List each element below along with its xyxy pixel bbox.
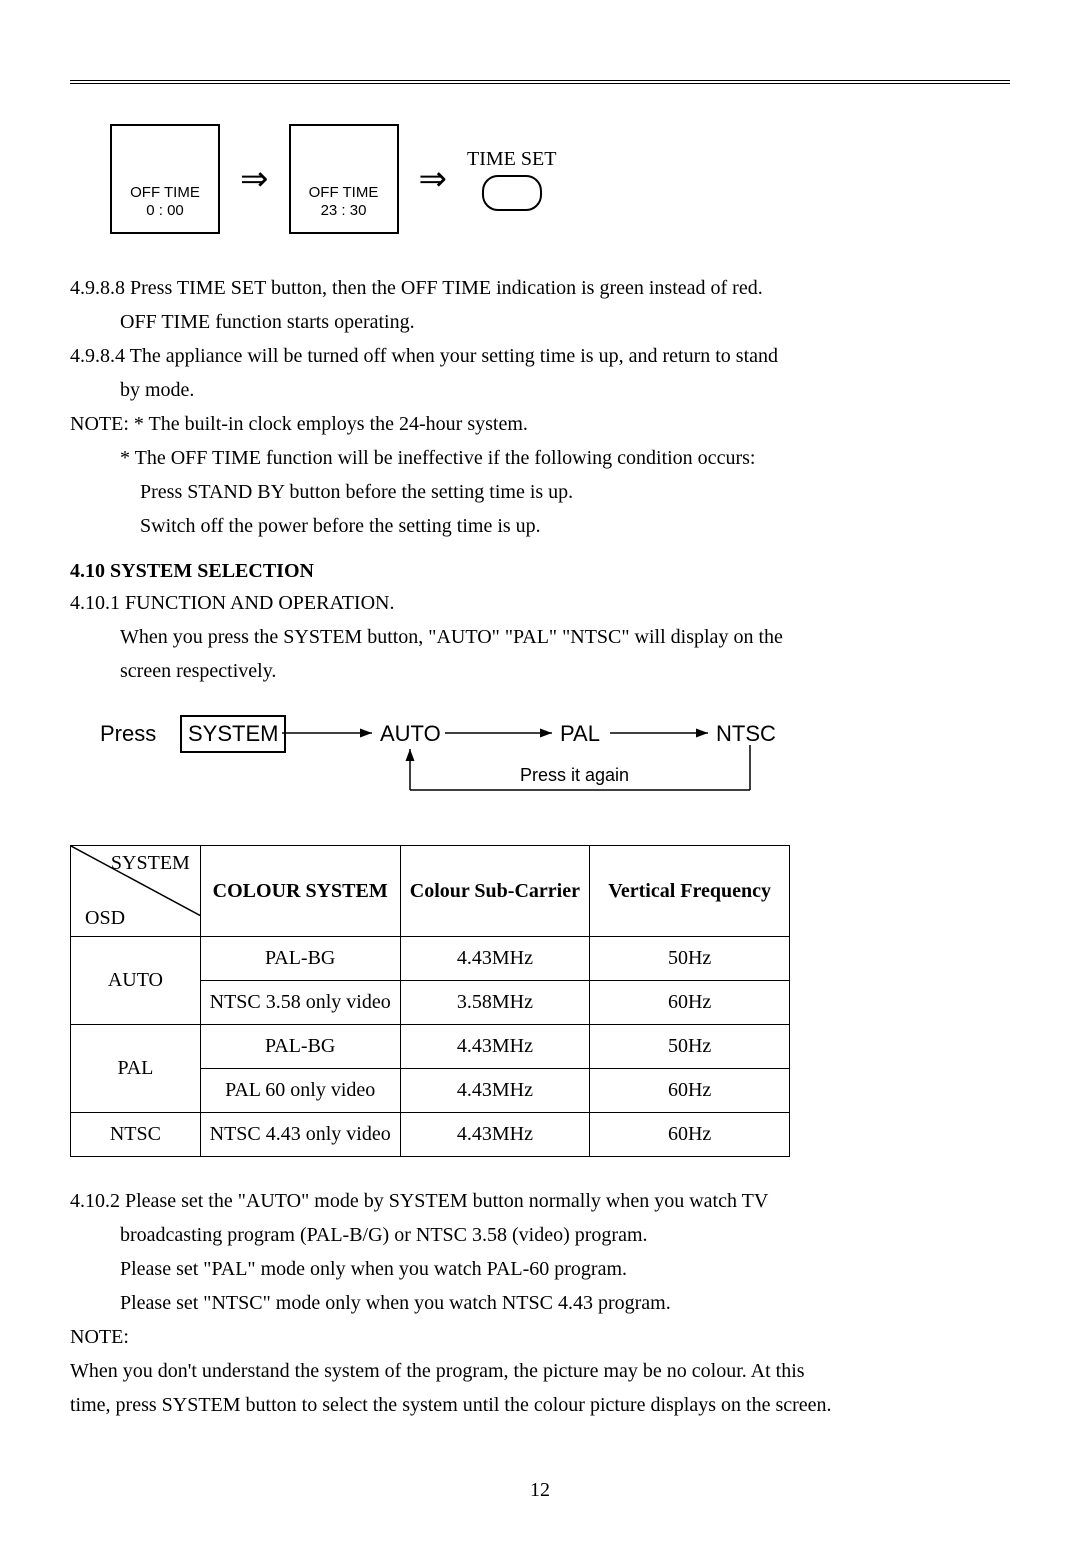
osd-cell: AUTO (71, 937, 201, 1025)
para-4988b: OFF TIME function starts operating. (70, 308, 1010, 336)
box1-line1: OFF TIME (130, 184, 200, 202)
cell: 60Hz (590, 1113, 790, 1157)
col-header: COLOUR SYSTEM (200, 846, 400, 937)
col-header: Colour Sub-Carrier (400, 846, 590, 937)
box2-line2: 23 : 30 (321, 202, 367, 220)
note-2: NOTE: (70, 1323, 1010, 1351)
cell: PAL-BG (200, 937, 400, 981)
flow-arrows-icon (100, 715, 800, 805)
note-2b: When you don't understand the system of … (70, 1357, 1010, 1385)
off-time-box-1: OFF TIME 0 : 00 (110, 124, 220, 234)
cell: 4.43MHz (400, 937, 590, 981)
para-4988: 4.9.8.8 Press TIME SET button, then the … (70, 274, 1010, 302)
para-4102: 4.10.2 Please set the "AUTO" mode by SYS… (70, 1187, 1010, 1215)
time-set-label: TIME SET (467, 148, 556, 171)
section-heading-410: 4.10 SYSTEM SELECTION (70, 560, 1010, 583)
cell: 4.43MHz (400, 1025, 590, 1069)
off-time-diagram: OFF TIME 0 : 00 ⇒ OFF TIME 23 : 30 ⇒ TIM… (110, 124, 1010, 234)
cell: 60Hz (590, 981, 790, 1025)
table-row: PAL PAL-BG 4.43MHz 50Hz (71, 1025, 790, 1069)
para-4984: 4.9.8.4 The appliance will be turned off… (70, 342, 1010, 370)
diag-bottom-label: OSD (85, 907, 125, 930)
cell: NTSC 3.58 only video (200, 981, 400, 1025)
note-1: NOTE: * The built-in clock employs the 2… (70, 410, 1010, 438)
arrow-icon: ⇒ (240, 162, 269, 196)
para-4101: 4.10.1 FUNCTION AND OPERATION. (70, 589, 1010, 617)
cell: 50Hz (590, 937, 790, 981)
para-4102c: Please set "PAL" mode only when you watc… (70, 1255, 1010, 1283)
para-4101c: screen respectively. (70, 657, 1010, 685)
arrow-icon: ⇒ (419, 162, 448, 196)
time-set-button-icon (482, 175, 542, 211)
time-set-group: TIME SET (467, 148, 556, 211)
page-number: 12 (70, 1479, 1010, 1502)
note-1b: * The OFF TIME function will be ineffect… (70, 444, 1010, 472)
table-row: NTSC NTSC 4.43 only video 4.43MHz 60Hz (71, 1113, 790, 1157)
cell: 50Hz (590, 1025, 790, 1069)
cell: PAL-BG (200, 1025, 400, 1069)
cell: NTSC 4.43 only video (200, 1113, 400, 1157)
cell: 3.58MHz (400, 981, 590, 1025)
table-header-row: SYSTEM OSD COLOUR SYSTEM Colour Sub-Carr… (71, 846, 790, 937)
cell: 4.43MHz (400, 1113, 590, 1157)
diag-top-label: SYSTEM (111, 852, 190, 875)
box2-line1: OFF TIME (309, 184, 379, 202)
note-1c: Press STAND BY button before the setting… (70, 478, 1010, 506)
col-header: Vertical Frequency (590, 846, 790, 937)
para-4102b: broadcasting program (PAL-B/G) or NTSC 3… (70, 1221, 1010, 1249)
top-rule (70, 80, 1010, 84)
cell: 4.43MHz (400, 1069, 590, 1113)
cell: 60Hz (590, 1069, 790, 1113)
cell: PAL 60 only video (200, 1069, 400, 1113)
note-1d: Switch off the power before the setting … (70, 512, 1010, 540)
box1-line2: 0 : 00 (146, 202, 184, 220)
system-flow-diagram: Press SYSTEM AUTO PAL NTSC Press it agai… (100, 715, 1010, 805)
para-4984b: by mode. (70, 376, 1010, 404)
para-4101b: When you press the SYSTEM button, "AUTO"… (70, 623, 1010, 651)
table-row: AUTO PAL-BG 4.43MHz 50Hz (71, 937, 790, 981)
diag-header-cell: SYSTEM OSD (71, 846, 201, 937)
osd-cell: NTSC (71, 1113, 201, 1157)
off-time-box-2: OFF TIME 23 : 30 (289, 124, 399, 234)
system-table: SYSTEM OSD COLOUR SYSTEM Colour Sub-Carr… (70, 845, 790, 1157)
para-4102d: Please set "NTSC" mode only when you wat… (70, 1289, 1010, 1317)
page: OFF TIME 0 : 00 ⇒ OFF TIME 23 : 30 ⇒ TIM… (0, 0, 1080, 1542)
note-2c: time, press SYSTEM button to select the … (70, 1391, 1010, 1419)
osd-cell: PAL (71, 1025, 201, 1113)
